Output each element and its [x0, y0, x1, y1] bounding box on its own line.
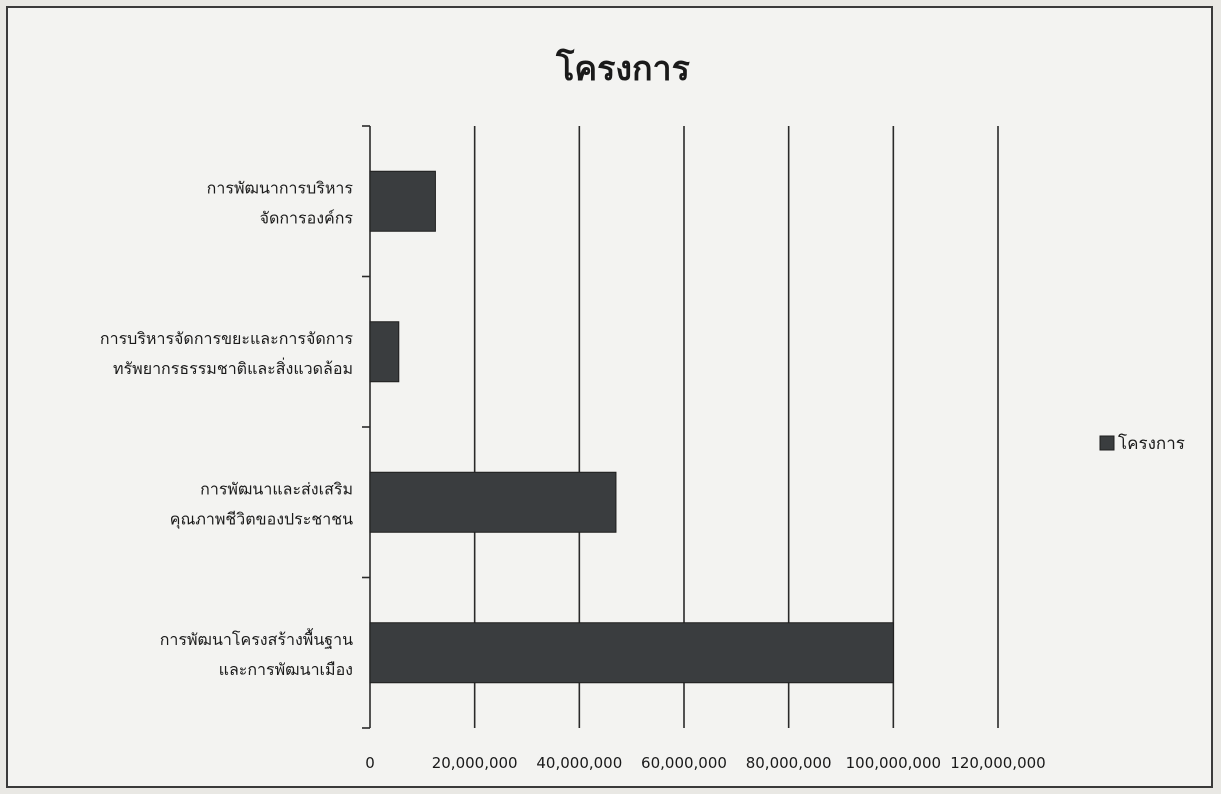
category-label: การพัฒนาโครงสร้างพื้นฐาน	[160, 628, 353, 649]
bar	[369, 622, 894, 684]
legend-swatch	[1099, 435, 1115, 451]
category-label: ทรัพยากรธรรมชาติและสิ่งแวดล้อม	[113, 357, 353, 378]
chart-frame: โครงการ 0 20,000,000 40,000,000 60,000,000 80…	[6, 6, 1213, 788]
category-label: และการพัฒนาเมือง	[219, 660, 353, 679]
category-label: การบริหารจัดการขยะและการจัดการ	[100, 329, 353, 348]
x-tick-label: 0	[365, 754, 375, 772]
category-label: จัดการองค์กร	[260, 208, 354, 227]
category-label: การพัฒนาการบริหาร	[207, 178, 354, 197]
bar-chart: โครงการ 0 20,000,000 40,000,000 60,000,000 80…	[100, 48, 1185, 772]
x-tick-label: 120,000,000	[950, 754, 1045, 772]
bar	[369, 471, 617, 533]
x-tick-label: 60,000,000	[641, 754, 727, 772]
category-label: คุณภาพชีวิตของประชาชน	[170, 509, 353, 529]
chart-title: โครงการ	[555, 48, 691, 89]
bar	[369, 170, 436, 232]
bar	[369, 321, 400, 383]
x-tick-label: 80,000,000	[746, 754, 832, 772]
legend-label: โครงการ	[1118, 433, 1185, 454]
x-tick-label: 100,000,000	[846, 754, 941, 772]
x-tick-label: 20,000,000	[432, 754, 518, 772]
category-label: การพัฒนาและส่งเสริม	[200, 479, 353, 498]
x-tick-label: 40,000,000	[536, 754, 622, 772]
